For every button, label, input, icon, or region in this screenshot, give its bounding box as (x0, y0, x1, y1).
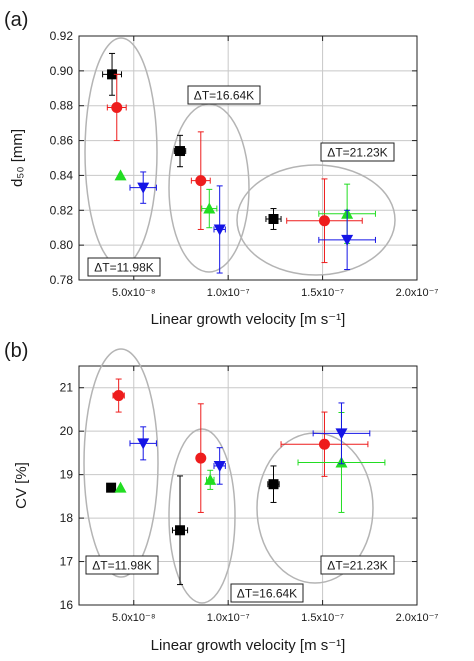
y-tick-label: 18 (60, 511, 74, 525)
square-data-point (268, 479, 279, 490)
annotation-label: ΔT=16.64K (237, 587, 297, 601)
triangle-down-data-point (341, 234, 354, 246)
y-tick-label: 17 (60, 555, 74, 569)
triangle-down-data-point (335, 428, 348, 440)
x-tick-label: 1.5x10⁻⁷ (301, 287, 344, 299)
y-tick-label: 20 (60, 424, 74, 438)
y-tick-label: 0.90 (50, 64, 74, 78)
annotation-label: ΔT=11.98K (94, 261, 154, 275)
x-axis-title: Linear growth velocity [m s⁻¹] (151, 311, 346, 328)
y-tick-label: 21 (60, 381, 74, 395)
square-data-point (175, 146, 186, 157)
x-tick-label: 1.0x10⁻⁷ (207, 612, 250, 624)
annotation-box (230, 583, 304, 603)
triangle-up-data-point (114, 169, 127, 181)
annotation-box (187, 85, 261, 105)
circle-data-point (318, 438, 330, 450)
annotation-box (85, 555, 159, 575)
circle-data-point (111, 101, 123, 113)
panel-label: (a) (4, 9, 28, 31)
annotation-box (87, 257, 161, 277)
circle-data-point (318, 215, 330, 227)
x-tick-label: 1.5x10⁻⁷ (301, 612, 344, 624)
square-data-point (175, 525, 186, 536)
annotation-box (320, 142, 395, 162)
y-tick-label: 0.80 (50, 238, 74, 252)
y-axis-title: CV [%] (13, 462, 30, 509)
y-tick-label: 0.88 (50, 99, 74, 113)
annotation-label: ΔT=21.23K (327, 146, 387, 160)
y-tick-label: 0.84 (50, 168, 74, 182)
square-data-point (268, 214, 279, 224)
panel-a: (a) 5.0x10⁻⁸ 1.0x10⁻⁷ 1.5x10⁻⁷ 2.0x10⁻⁷ 0.78 0… (4, 9, 438, 328)
triangle-up-data-point (114, 481, 127, 493)
plot-frame (78, 365, 418, 606)
y-tick-label: 0.78 (50, 273, 74, 287)
annotation-label: ΔT=16.64K (194, 89, 254, 103)
y-tick-label: 0.92 (50, 29, 74, 43)
y-axis-title: d₅₀ [mm] (9, 129, 26, 187)
triangle-down-data-point (137, 438, 150, 450)
y-tick-label: 19 (60, 468, 74, 482)
y-tick-label: 0.86 (50, 134, 74, 148)
group-ellipse (168, 428, 236, 604)
annotation-box (320, 555, 395, 575)
y-tick-label: 0.82 (50, 203, 74, 217)
triangle-down-data-point (137, 182, 150, 194)
x-tick-label: 5.0x10⁻⁸ (112, 612, 155, 624)
x-axis-title: Linear growth velocity [m s⁻¹] (151, 637, 346, 654)
circle-data-point (195, 452, 207, 464)
plot-frame (78, 35, 418, 281)
square-data-point (107, 69, 118, 80)
triangle-up-data-point (203, 202, 216, 214)
x-tick-label: 1.0x10⁻⁷ (207, 287, 250, 299)
group-ellipse (168, 103, 250, 273)
triangle-down-data-point (213, 224, 226, 236)
annotation-label: ΔT=11.98K (92, 559, 152, 573)
triangle-down-data-point (213, 460, 226, 472)
x-tick-label: 2.0x10⁻⁷ (396, 287, 439, 299)
panel-b: (b) 5.0x10⁻⁸ 1.0x10⁻⁷ 1.5x10⁻⁷ 2.0x10⁻⁷ 16 17 1… (4, 340, 438, 654)
annotation-label: ΔT=21.23K (327, 559, 387, 573)
square-data-point (106, 482, 117, 493)
circle-data-point (195, 175, 207, 187)
x-tick-label: 5.0x10⁻⁸ (112, 287, 155, 299)
triangle-up-data-point (204, 473, 217, 485)
x-tick-label: 2.0x10⁻⁷ (396, 612, 439, 624)
y-tick-label: 16 (60, 598, 74, 612)
group-ellipse (236, 164, 396, 276)
panel-label: (b) (4, 340, 28, 362)
circle-data-point (113, 390, 125, 402)
group-ellipse (83, 348, 159, 578)
